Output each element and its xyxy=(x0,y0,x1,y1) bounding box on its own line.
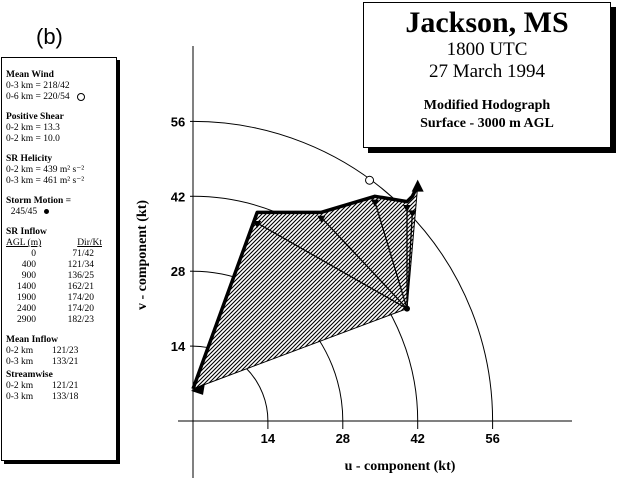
mean-wind-title: Mean Wind xyxy=(6,70,54,80)
inflow-vector xyxy=(374,201,408,309)
sr-inflow-row: 2400 174/20 xyxy=(6,304,113,315)
inflow-dir-speed: 162/21 xyxy=(67,282,94,292)
storm-motion-dot-icon xyxy=(43,209,49,215)
hodograph-end-arrow xyxy=(411,179,424,192)
mean-wind-circle-icon xyxy=(77,92,86,101)
mean-inflow-row: 0-3 km 133/21 xyxy=(6,357,79,367)
inflow-height: 400 xyxy=(21,260,36,270)
sr-inflow-row: 1900 174/20 xyxy=(6,293,113,304)
title-city: Jackson, MS xyxy=(405,6,569,39)
streamwise-row: 0-3 km 133/18 xyxy=(6,392,79,402)
mean-wind-point xyxy=(365,175,375,185)
sr-inflow-table: 0 71/42 400 121/34 900 136/25 1400 162/21 1900 17… xyxy=(6,249,113,326)
y-tick-label: 28 xyxy=(171,264,185,279)
sr-inflow-row: 0 71/42 xyxy=(6,249,113,260)
y-tick-label: 14 xyxy=(171,339,186,354)
positive-shear-row: 0-2 km = 13.3 xyxy=(6,123,60,133)
title-box: Jackson, MS 1800 UTC 27 March 1994 Modif… xyxy=(363,2,611,148)
inflow-vector-head xyxy=(403,205,411,212)
tick-labels: 14 28 42 56 14 28 42 56 xyxy=(171,114,500,446)
x-tick-label: 56 xyxy=(485,431,499,446)
mean-inflow-title: Mean Inflow xyxy=(6,335,58,345)
x-tick-label: 28 xyxy=(336,431,350,446)
inflow-dir-speed: 174/20 xyxy=(67,293,94,303)
inflow-height: 2900 xyxy=(17,315,36,325)
inflow-dir-speed: 71/42 xyxy=(72,249,94,259)
inflow-vector xyxy=(320,217,408,310)
title-time: 1800 UTC xyxy=(446,39,528,60)
sr-helicity-row: 0-3 km = 461 m² s⁻² xyxy=(6,176,85,186)
inflow-dir-speed: 136/25 xyxy=(67,271,94,281)
info-panel: Mean Wind 0-3 km = 218/42 0-6 km = 220/5… xyxy=(1,57,117,461)
hatched-inflow-area xyxy=(192,185,419,390)
hodograph-line xyxy=(191,179,424,395)
inflow-dir-speed: 174/20 xyxy=(67,304,94,314)
storm-motion-title: Storm Motion = xyxy=(6,196,72,206)
sr-helicity-title: SR Helicity xyxy=(6,154,53,164)
positive-shear-row: 0-2 km = 10.0 xyxy=(6,134,60,144)
inflow-height: 2400 xyxy=(17,304,36,314)
inflow-vectors xyxy=(253,199,417,310)
axes xyxy=(178,46,572,478)
sr-inflow-row: 400 121/34 xyxy=(6,260,113,271)
inflow-vector-head xyxy=(408,210,417,218)
sr-inflow-header: AGL (m) Dir/Kt xyxy=(6,238,102,248)
x-axis-label: u - component (kt) xyxy=(345,459,456,474)
panel-label: (b) xyxy=(36,24,63,49)
title-date: 27 March 1994 xyxy=(428,61,546,82)
mean-inflow-row: 0-2 km 121/23 xyxy=(6,346,79,356)
streamwise-row: 0-2 km 121/21 xyxy=(6,381,79,391)
x-tick-label: 14 xyxy=(261,431,276,446)
inflow-vector xyxy=(256,222,408,310)
inflow-vector xyxy=(406,212,413,309)
streamwise-title: Streamwise xyxy=(6,370,53,380)
sr-inflow-row: 1400 162/21 xyxy=(6,282,113,293)
sr-helicity-row: 0-2 km = 439 m² s⁻² xyxy=(6,165,85,175)
y-tick-label: 42 xyxy=(171,189,185,204)
y-axis-label: v - component (kt) xyxy=(135,200,150,310)
inflow-dir-speed: 121/34 xyxy=(67,260,94,270)
inflow-vector-head xyxy=(370,199,379,207)
hodograph-area xyxy=(192,185,419,390)
hodograph-start-marker xyxy=(191,382,205,395)
inflow-vector-head xyxy=(317,215,326,223)
inflow-height: 1900 xyxy=(17,293,36,303)
y-tick-label: 56 xyxy=(171,114,185,129)
inflow-height: 900 xyxy=(21,271,36,281)
sr-inflow-title: SR Inflow xyxy=(6,227,47,237)
marker-points xyxy=(365,175,410,312)
inflow-height: 1400 xyxy=(17,282,36,292)
inflow-dir-speed: 182/23 xyxy=(67,315,94,325)
storm-motion-point xyxy=(404,305,410,312)
storm-motion-row: 245/45 xyxy=(6,207,113,218)
mean-wind-row: 0-6 km = 220/54 xyxy=(6,92,113,103)
sr-inflow-row: 2900 182/23 xyxy=(6,315,113,326)
x-tick-label: 42 xyxy=(410,431,424,446)
title-subtitle: Surface - 3000 m AGL xyxy=(420,116,554,131)
inflow-height: 0 xyxy=(31,249,36,259)
hodograph-trace xyxy=(191,184,420,390)
mean-wind-row: 0-3 km = 218/42 xyxy=(6,81,70,91)
title-subtitle: Modified Hodograph xyxy=(423,98,551,113)
sr-inflow-row: 900 136/25 xyxy=(6,271,113,282)
positive-shear-title: Positive Shear xyxy=(6,112,64,122)
